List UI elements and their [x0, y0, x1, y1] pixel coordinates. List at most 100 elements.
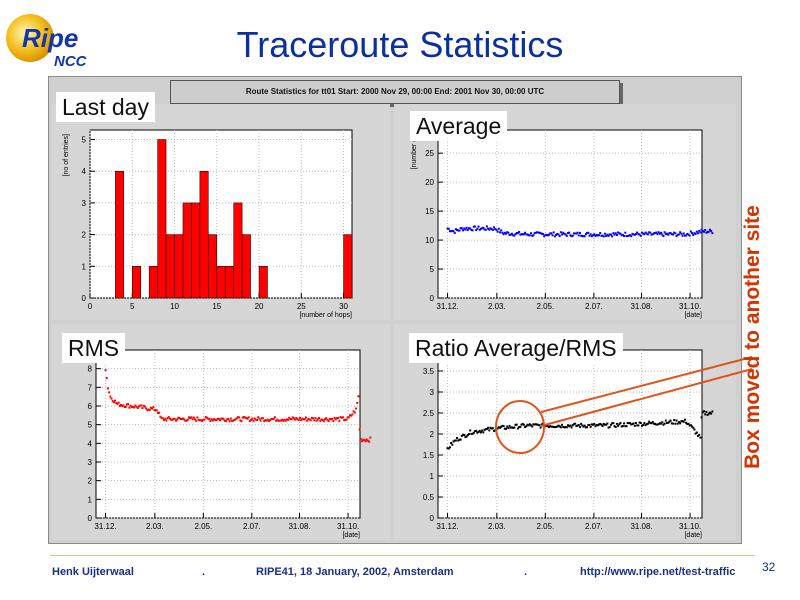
- rms-point: [199, 419, 202, 422]
- average-point: [484, 228, 487, 231]
- average-point: [643, 233, 646, 236]
- rms-point: [357, 395, 360, 398]
- ratio-tick-label-x: 31.12.: [436, 522, 458, 531]
- rms-point: [319, 419, 322, 422]
- ratio-point: [624, 425, 627, 428]
- histogram-x-axis-label: [number of hops]: [299, 312, 352, 319]
- histogram-bar: [343, 234, 353, 299]
- ratio-point: [692, 426, 695, 429]
- ratio-point: [456, 437, 459, 440]
- ratio-point: [595, 423, 598, 426]
- average-point: [551, 234, 554, 237]
- average-point: [698, 229, 701, 232]
- average-tick-label-x: 2.05.: [536, 302, 554, 311]
- average-point: [453, 231, 456, 234]
- average-point: [507, 231, 510, 234]
- rms-tick-label-y: 2: [88, 477, 93, 486]
- average-point: [475, 229, 478, 232]
- ratio-point: [571, 424, 574, 427]
- average-point: [512, 234, 515, 237]
- rms-tick-label-x: 2.05.: [194, 522, 212, 531]
- ratio-point: [619, 422, 622, 425]
- rms-tick-label-x: 2.07.: [243, 522, 261, 531]
- average-point: [513, 234, 516, 237]
- average-point: [447, 227, 450, 230]
- ratio-point: [601, 425, 604, 428]
- average-point: [664, 233, 667, 236]
- rms-point: [295, 417, 298, 420]
- rms-point: [369, 436, 372, 439]
- average-point: [631, 232, 634, 235]
- ratio-point: [590, 423, 593, 426]
- ratio-tick-label-y: 0: [430, 514, 435, 523]
- average-point: [652, 232, 655, 235]
- rms-point: [216, 417, 219, 420]
- ratio-point: [447, 447, 450, 450]
- root-title-banner: Route Statistics for tt01 Start: 2000 No…: [170, 80, 620, 104]
- ratio-point: [589, 425, 592, 428]
- rms-point: [337, 416, 340, 419]
- rms-point: [205, 416, 208, 419]
- ratio-point: [682, 420, 685, 423]
- average-point: [468, 227, 471, 230]
- average-point: [473, 225, 476, 228]
- ratio-point: [609, 423, 612, 426]
- ratio-point: [637, 424, 640, 427]
- rms-point: [129, 404, 132, 407]
- rms-point: [226, 418, 229, 421]
- average-point: [646, 233, 649, 236]
- average-y-axis-label: [number of]: [411, 134, 418, 169]
- average-point: [586, 231, 589, 234]
- average-point: [510, 232, 513, 235]
- average-point: [688, 234, 691, 237]
- ratio-point: [484, 428, 487, 431]
- ratio-point: [694, 432, 697, 435]
- average-point: [691, 232, 694, 235]
- average-point: [623, 235, 626, 238]
- average-point: [493, 226, 496, 229]
- ratio-point: [458, 438, 461, 441]
- histogram-tick-label-y: 3: [82, 199, 87, 208]
- ratio-point: [475, 429, 478, 432]
- average-point: [553, 235, 556, 238]
- rms-point: [315, 419, 318, 422]
- average-point: [605, 235, 608, 238]
- rms-point: [275, 419, 278, 422]
- ratio-point: [657, 423, 660, 426]
- rms-tick-label-y: 1: [88, 495, 93, 504]
- average-point: [619, 232, 622, 235]
- histogram-bar: [132, 266, 141, 299]
- average-point: [687, 233, 690, 236]
- rms-point: [341, 416, 344, 419]
- ratio-point: [670, 422, 673, 425]
- logo-ripe-text: Ripe: [22, 23, 78, 53]
- average-point: [689, 230, 692, 233]
- ratio-point: [468, 433, 471, 436]
- rms-point: [167, 416, 170, 419]
- box-moved-annotation: Box moved to another site: [733, 168, 773, 506]
- histogram-tick-label-y: 5: [82, 136, 87, 145]
- ratio-point: [446, 447, 449, 450]
- rms-point: [297, 419, 300, 422]
- average-point: [458, 229, 461, 232]
- rms-point: [171, 418, 174, 421]
- average-pad: 0 5 10 15 20 25 31.12. 2.03. 2.05. 2.07. 31.08. 31.…: [394, 104, 736, 320]
- label-ratio: Ratio Average/RMS: [409, 333, 623, 363]
- ratio-point: [699, 436, 702, 439]
- average-point: [626, 235, 629, 238]
- average-point: [521, 233, 524, 236]
- rms-point: [236, 416, 239, 419]
- ratio-point: [448, 446, 451, 449]
- average-point: [633, 233, 636, 236]
- average-point: [547, 233, 550, 236]
- ratio-point: [476, 431, 479, 434]
- ratio-point: [642, 423, 645, 426]
- histogram-tick-label-x: 30: [339, 302, 348, 311]
- average-point: [469, 227, 472, 230]
- ratio-point: [532, 423, 535, 426]
- ratio-point: [570, 426, 573, 429]
- ratio-point: [569, 424, 572, 427]
- ratio-point: [592, 423, 595, 426]
- footer-url[interactable]: http://www.ripe.net/test-traffic: [580, 566, 736, 578]
- ratio-point: [550, 425, 553, 428]
